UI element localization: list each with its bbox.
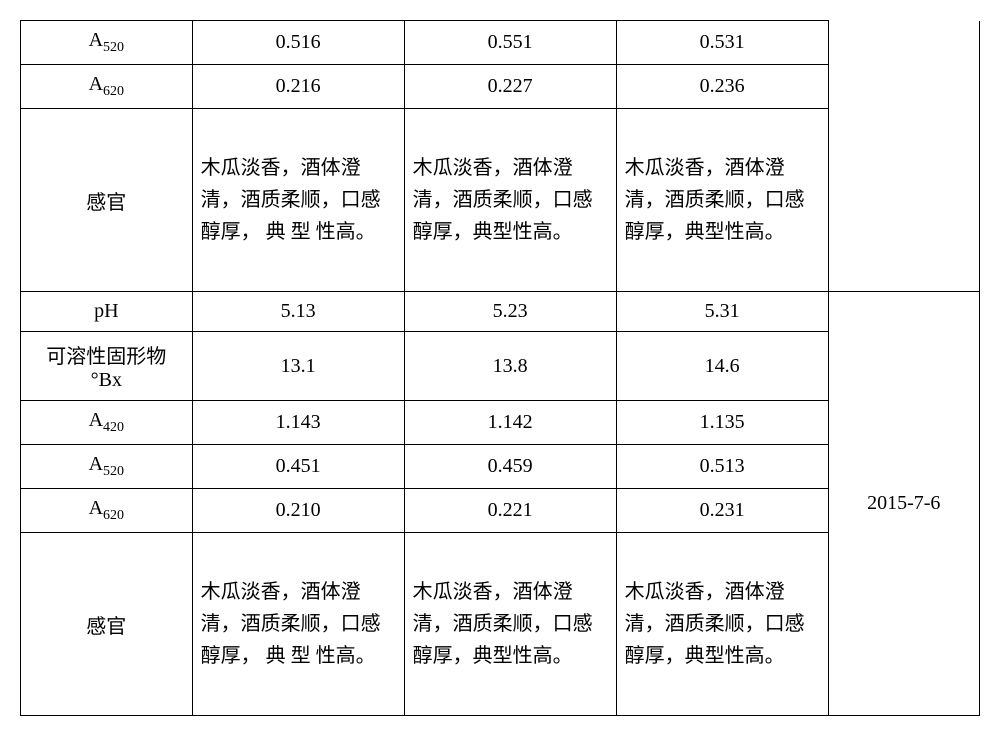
cell-value: 0.451 [192,445,404,489]
cell-value: 0.551 [404,21,616,65]
param-label-a420: A420 [21,401,193,445]
cell-value: 1.143 [192,401,404,445]
cell-value: 0.231 [616,489,828,533]
cell-value: 13.8 [404,332,616,401]
date-cell-blank [828,21,979,292]
cell-desc: 木瓜淡香，酒体澄清，酒质柔顺，口感醇厚， 典 型 性高。 [192,533,404,716]
cell-desc: 木瓜淡香，酒体澄清，酒质柔顺，口感醇厚，典型性高。 [404,533,616,716]
cell-value: 0.531 [616,21,828,65]
data-table: A520 0.516 0.551 0.531 A620 0.216 0.227 … [20,20,980,716]
cell-value: 0.216 [192,65,404,109]
param-label-sensory: 感官 [21,109,193,292]
cell-value: 0.210 [192,489,404,533]
param-label-sensory-2: 感官 [21,533,193,716]
cell-value: 5.23 [404,292,616,332]
cell-value: 0.516 [192,21,404,65]
cell-desc: 木瓜淡香，酒体澄清，酒质柔顺，口感醇厚， 典 型 性高。 [192,109,404,292]
cell-desc: 木瓜淡香，酒体澄清，酒质柔顺，口感醇厚，典型性高。 [404,109,616,292]
date-cell: 2015-7-6 [828,292,979,716]
cell-value: 14.6 [616,332,828,401]
table-row: A520 0.516 0.551 0.531 [21,21,980,65]
cell-value: 5.31 [616,292,828,332]
cell-desc: 木瓜淡香，酒体澄清，酒质柔顺，口感醇厚，典型性高。 [616,533,828,716]
table-row: pH 5.13 5.23 5.31 2015-7-6 [21,292,980,332]
cell-value: 0.227 [404,65,616,109]
param-label-ph: pH [21,292,193,332]
cell-value: 0.459 [404,445,616,489]
cell-value: 1.135 [616,401,828,445]
param-label-a520-2: A520 [21,445,193,489]
cell-value: 0.236 [616,65,828,109]
cell-desc: 木瓜淡香，酒体澄清，酒质柔顺，口感醇厚，典型性高。 [616,109,828,292]
cell-value: 1.142 [404,401,616,445]
param-label-solids: 可溶性固形物°Bx [21,332,193,401]
cell-value: 5.13 [192,292,404,332]
cell-value: 13.1 [192,332,404,401]
cell-value: 0.221 [404,489,616,533]
param-label-a520: A520 [21,21,193,65]
param-label-a620-2: A620 [21,489,193,533]
cell-value: 0.513 [616,445,828,489]
param-label-a620: A620 [21,65,193,109]
